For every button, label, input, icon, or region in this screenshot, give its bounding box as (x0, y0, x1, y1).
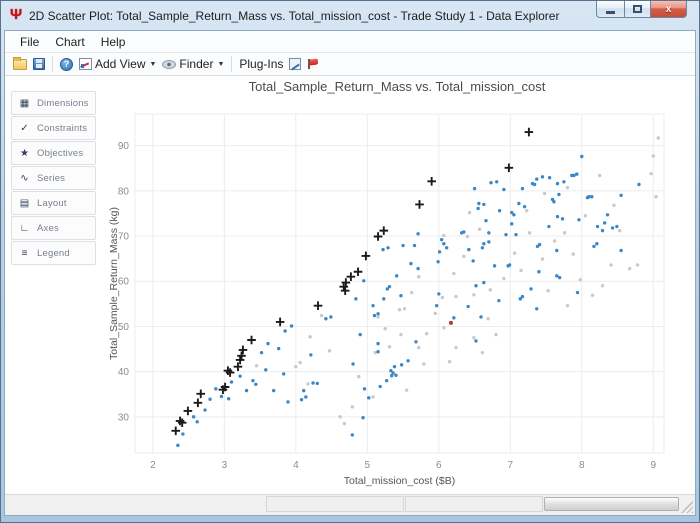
plugin-edit-button[interactable] (286, 57, 304, 71)
checkmark-icon: ✓ (20, 122, 29, 134)
star-icon: ★ (20, 147, 29, 159)
plugins-label: Plug-Ins (239, 57, 284, 71)
svg-text:5: 5 (365, 460, 371, 471)
svg-text:50: 50 (118, 322, 130, 333)
svg-text:40: 40 (118, 367, 130, 378)
toolbar: ? Add View ▼ Finder ▼ Plug-Ins (5, 53, 695, 76)
sidebar-item-constraints[interactable]: ✓ Constraints (11, 116, 96, 140)
svg-text:80: 80 (118, 186, 130, 197)
svg-text:8: 8 (579, 460, 585, 471)
help-icon: ? (60, 57, 73, 71)
close-icon: x (665, 3, 672, 15)
minimize-button[interactable] (596, 1, 624, 18)
status-bar (5, 494, 695, 515)
statusbar-pane (266, 496, 404, 512)
finder-label: Finder (179, 57, 214, 71)
plugins-group: Plug-Ins (236, 56, 286, 72)
finder-button[interactable]: Finder ▼ (159, 56, 227, 72)
main-area: ▦ Dimensions ✓ Constraints ★ Objectives … (5, 76, 695, 494)
statusbar-pane (405, 496, 543, 512)
open-button[interactable] (10, 56, 30, 71)
window-title: 2D Scatter Plot: Total_Sample_Return_Mas… (29, 9, 560, 23)
dropdown-caret-icon: ▼ (217, 60, 225, 68)
maximize-icon (633, 5, 642, 13)
close-button[interactable]: x (651, 1, 687, 18)
menu-help[interactable]: Help (100, 34, 126, 49)
resize-grip-icon[interactable] (681, 501, 693, 513)
chart-tools-sidebar: ▦ Dimensions ✓ Constraints ★ Objectives … (11, 91, 96, 266)
grid-icon: ▦ (19, 97, 30, 109)
plugin-flag-button[interactable] (304, 57, 323, 71)
menu-chart[interactable]: Chart (55, 34, 85, 49)
app-icon: Ψ (10, 6, 23, 23)
svg-text:7: 7 (508, 460, 514, 471)
add-view-button[interactable]: Add View ▼ (76, 56, 159, 72)
svg-text:30: 30 (118, 412, 130, 423)
svg-text:Total_Sample_Return_Mass (kg): Total_Sample_Return_Mass (kg) (108, 207, 120, 360)
statusbar-slider-thumb[interactable] (544, 497, 679, 511)
sidebar-item-axes[interactable]: ∟ Axes (11, 216, 96, 240)
scatter-plot[interactable]: 2 3 4 5 6 7 8 9 30 40 50 60 70 80 90 Total_mission_cost… (101, 76, 693, 488)
title-bar[interactable]: Ψ 2D Scatter Plot: Total_Sample_Return_M… (1, 1, 699, 30)
menu-file[interactable]: File (20, 34, 40, 49)
dropdown-caret-icon: ▼ (149, 60, 157, 68)
svg-text:9: 9 (650, 460, 656, 471)
caption-buttons: x (596, 1, 687, 18)
flag-icon (307, 58, 320, 70)
svg-text:60: 60 (118, 277, 130, 288)
svg-text:4: 4 (293, 460, 299, 471)
minimize-icon (606, 11, 615, 14)
maximize-button[interactable] (624, 1, 651, 18)
sidebar-item-series[interactable]: ∿ Series (11, 166, 96, 190)
eye-icon (162, 59, 177, 69)
toolbar-separator (52, 56, 53, 72)
toolbar-separator (231, 56, 233, 72)
open-folder-icon (13, 56, 27, 70)
svg-text:6: 6 (436, 460, 442, 471)
sidebar-item-layout[interactable]: ▤ Layout (11, 191, 96, 215)
help-button[interactable]: ? (57, 57, 76, 72)
axes-icon: ∟ (19, 222, 30, 234)
svg-text:3: 3 (222, 460, 228, 471)
add-view-label: Add View (95, 57, 146, 71)
page-icon: ▤ (19, 197, 30, 209)
svg-text:90: 90 (118, 141, 130, 152)
sidebar-item-legend[interactable]: ≡ Legend (11, 241, 96, 265)
sidebar-item-dimensions[interactable]: ▦ Dimensions (11, 91, 96, 115)
list-icon: ≡ (21, 247, 28, 259)
sidebar-item-objectives[interactable]: ★ Objectives (11, 141, 96, 165)
menu-bar: File Chart Help (5, 31, 695, 53)
svg-text:Total_mission_cost ($B): Total_mission_cost ($B) (344, 475, 455, 487)
wave-icon: ∿ (20, 172, 29, 184)
svg-text:2: 2 (150, 460, 156, 471)
save-button[interactable] (30, 57, 48, 71)
svg-text:70: 70 (118, 232, 130, 243)
save-icon (33, 58, 45, 70)
edit-chart-icon (289, 58, 302, 70)
chart-title: Total_Sample_Return_Mass vs. Total_missi… (248, 79, 546, 94)
chart-icon (79, 58, 92, 70)
